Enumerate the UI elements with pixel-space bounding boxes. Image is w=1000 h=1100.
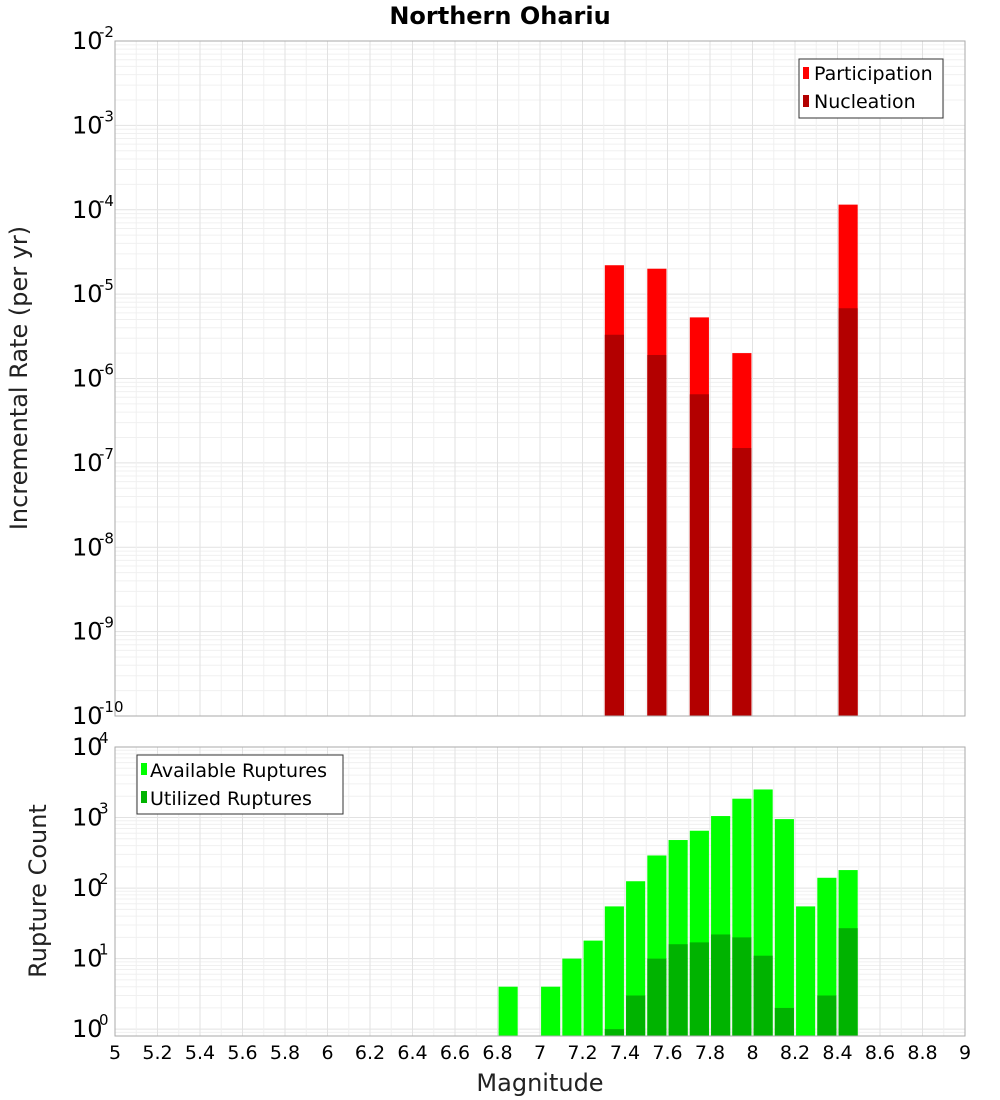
chart-title: Northern Ohariu <box>389 2 610 30</box>
top-y-tick-base: 10 <box>72 27 103 55</box>
top-plot-border <box>114 40 966 717</box>
bottom-plot-border <box>114 746 966 1037</box>
bottom-y-tick-base: 10 <box>72 733 103 761</box>
top-bar-nucleation <box>838 308 858 716</box>
top-legend: Participation Nucleation <box>798 58 944 119</box>
top-y-tick-exponent: -5 <box>99 276 114 294</box>
legend-swatch-utilized <box>141 791 147 803</box>
legend-swatch-available <box>141 763 147 775</box>
bottom-bar-utilized-ruptures <box>689 942 709 1036</box>
x-tick-label: 8 <box>746 1042 758 1064</box>
top-y-tick-base: 10 <box>72 196 103 224</box>
top-y-tick-base: 10 <box>72 702 103 730</box>
legend-label-utilized: Utilized Ruptures <box>150 788 312 810</box>
top-y-tick-base: 10 <box>72 280 103 308</box>
x-tick-label: 5.4 <box>185 1042 215 1064</box>
bottom-bar-available-ruptures <box>541 986 561 1036</box>
top-y-tick-exponent: -2 <box>99 23 114 41</box>
top-y-tick-labels: 10-210-310-410-510-610-710-810-910-10 <box>72 23 124 730</box>
top-y-tick-exponent: -3 <box>99 107 114 125</box>
bottom-bar-utilized-ruptures <box>838 928 858 1036</box>
bottom-y-tick-base: 10 <box>72 1015 103 1043</box>
bottom-bar-available-ruptures <box>774 819 794 1036</box>
top-bars <box>604 204 858 717</box>
x-tick-label: 8.2 <box>780 1042 810 1064</box>
x-tick-label: 5.8 <box>270 1042 300 1064</box>
bottom-bar-utilized-ruptures <box>604 1029 624 1036</box>
bottom-y-tick-exponent: 3 <box>99 800 109 818</box>
x-tick-label: 9 <box>959 1042 971 1064</box>
top-y-tick-base: 10 <box>72 449 103 477</box>
bottom-bar-utilized-ruptures <box>668 944 688 1036</box>
bottom-bar-available-ruptures <box>583 940 603 1036</box>
bottom-y-tick-exponent: 0 <box>99 1011 109 1029</box>
x-axis-label: Magnitude <box>476 1069 603 1097</box>
top-bar-nucleation <box>647 354 667 716</box>
top-y-tick-exponent: -6 <box>99 361 114 379</box>
top-legend-box <box>798 58 944 119</box>
x-tick-label: 5.2 <box>142 1042 172 1064</box>
top-bar-nucleation <box>732 448 752 716</box>
top-y-tick-base: 10 <box>72 365 103 393</box>
legend-swatch-participation <box>803 67 809 79</box>
bottom-bar-available-ruptures <box>796 906 816 1036</box>
bottom-bar-utilized-ruptures <box>711 934 731 1036</box>
bottom-bar-utilized-ruptures <box>732 937 752 1036</box>
top-bar-nucleation <box>604 334 624 716</box>
bottom-y-tick-base: 10 <box>72 945 103 973</box>
x-tick-label: 8.6 <box>865 1042 895 1064</box>
legend-label-participation: Participation <box>814 63 933 85</box>
x-tick-label: 6.6 <box>440 1042 470 1064</box>
top-y-tick-base: 10 <box>72 618 103 646</box>
top-y-tick-base: 10 <box>72 533 103 561</box>
bottom-bars <box>498 789 858 1036</box>
bottom-y-axis-label: Rupture Count <box>24 804 52 978</box>
bottom-bar-available-ruptures <box>562 958 582 1036</box>
legend-label-available: Available Ruptures <box>150 760 327 782</box>
x-tick-label: 6.8 <box>482 1042 512 1064</box>
x-tick-label: 7 <box>534 1042 546 1064</box>
x-tick-label: 5 <box>109 1042 121 1064</box>
top-y-tick-exponent: -10 <box>99 698 124 716</box>
top-y-tick-exponent: -4 <box>99 192 114 210</box>
top-y-tick-exponent: -8 <box>99 529 114 547</box>
x-tick-label: 7.6 <box>652 1042 682 1064</box>
bottom-y-tick-base: 10 <box>72 804 103 832</box>
top-bar-nucleation <box>689 394 709 716</box>
bottom-bar-available-ruptures <box>604 906 624 1036</box>
top-y-tick-base: 10 <box>72 111 103 139</box>
top-y-tick-exponent: -7 <box>99 445 114 463</box>
bottom-bar-available-ruptures <box>498 986 518 1036</box>
x-tick-label: 6.2 <box>355 1042 385 1064</box>
bottom-y-tick-base: 10 <box>72 874 103 902</box>
x-tick-label: 6 <box>321 1042 333 1064</box>
bottom-bar-utilized-ruptures <box>626 995 646 1036</box>
x-tick-label: 8.4 <box>822 1042 852 1064</box>
bottom-bar-utilized-ruptures <box>817 995 837 1036</box>
x-tick-label: 5.6 <box>227 1042 257 1064</box>
x-tick-label: 8.8 <box>907 1042 937 1064</box>
x-tick-label: 7.4 <box>610 1042 640 1064</box>
x-tick-labels: 5 5.2 5.4 5.6 5.8 6 6.2 6.4 6.6 6.8 7 7.2 7.4 7.6 7.8 8… <box>109 1042 971 1064</box>
bottom-bar-utilized-ruptures <box>647 958 667 1036</box>
bottom-legend: Available Ruptures Utilized Ruptures <box>136 754 344 815</box>
top-y-tick-exponent: -9 <box>99 614 114 632</box>
bottom-legend-box <box>136 754 344 815</box>
bottom-y-tick-exponent: 4 <box>99 729 109 747</box>
top-y-axis-label: Incremental Rate (per yr) <box>5 226 33 530</box>
bottom-y-tick-exponent: 2 <box>99 870 109 888</box>
legend-label-nucleation: Nucleation <box>814 91 916 113</box>
top-gridlines <box>114 40 966 717</box>
legend-swatch-nucleation <box>803 95 809 107</box>
bottom-y-tick-exponent: 1 <box>99 941 109 959</box>
x-tick-label: 7.8 <box>695 1042 725 1064</box>
bottom-bar-utilized-ruptures <box>774 1007 794 1036</box>
x-tick-label: 7.2 <box>567 1042 597 1064</box>
x-tick-label: 6.4 <box>397 1042 427 1064</box>
top-chart: 10-210-310-410-510-610-710-810-910-10 In… <box>5 23 966 730</box>
bottom-bar-utilized-ruptures <box>753 955 773 1036</box>
